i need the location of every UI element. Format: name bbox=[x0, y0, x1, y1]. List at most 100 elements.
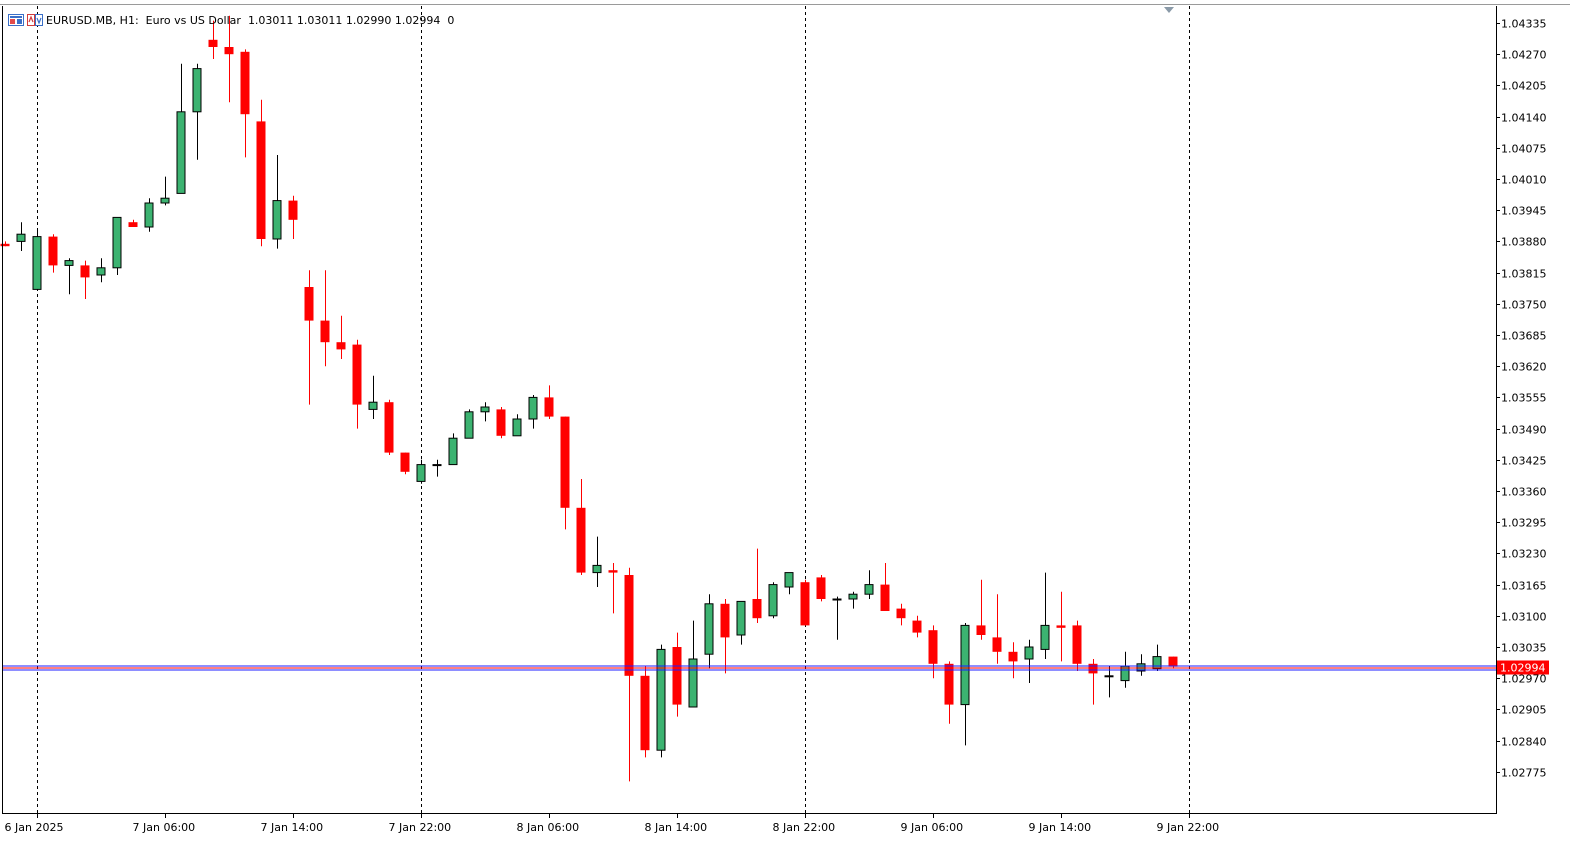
bullish-candle bbox=[96, 258, 106, 283]
bearish-candle bbox=[672, 632, 682, 717]
bearish-candle bbox=[496, 407, 506, 439]
candle-body bbox=[944, 663, 954, 705]
candle-body bbox=[864, 584, 874, 595]
bullish-candle bbox=[448, 433, 458, 466]
candle-body bbox=[832, 598, 842, 601]
candle-body bbox=[128, 222, 138, 227]
bearish-candle bbox=[1072, 620, 1082, 671]
price-axis[interactable]: 1.04335 1.04270 1.04205 1.04140 1.04075 1.040… bbox=[1496, 18, 1549, 780]
symbol-description: Euro vs US Dollar bbox=[145, 13, 241, 27]
bullish-candle bbox=[112, 216, 122, 275]
candle-body bbox=[608, 570, 618, 573]
volume-value: 0 bbox=[447, 13, 455, 27]
candle-body bbox=[1008, 651, 1018, 662]
price-tick-label: 1.03035 bbox=[1501, 642, 1547, 655]
price-tick-label: 1.03945 bbox=[1501, 205, 1547, 218]
candle-body bbox=[1024, 646, 1034, 660]
bearish-candle bbox=[912, 615, 922, 638]
bullish-candle bbox=[736, 600, 746, 645]
price-tick-label: 1.02775 bbox=[1501, 767, 1547, 780]
price-tick-label: 1.03555 bbox=[1501, 392, 1547, 405]
candle-body bbox=[560, 416, 570, 508]
candle-body bbox=[880, 584, 890, 611]
candle-body bbox=[416, 464, 426, 482]
bearish-candle bbox=[816, 575, 826, 602]
candle-body bbox=[96, 267, 106, 276]
candle-body bbox=[624, 575, 634, 676]
bearish-candle bbox=[976, 579, 986, 640]
bullish-candle bbox=[768, 582, 778, 619]
candle-body bbox=[752, 599, 762, 619]
bearish-candle bbox=[80, 260, 90, 299]
price-tick-label: 1.02970 bbox=[1501, 673, 1547, 686]
bearish-candle bbox=[800, 579, 810, 626]
price-tick-label: 1.04075 bbox=[1501, 143, 1547, 156]
candle-body bbox=[736, 600, 746, 636]
symbol-label: EURUSD.MB, H1: bbox=[46, 13, 139, 27]
day-separators bbox=[37, 6, 1190, 813]
chart-shift-marker[interactable] bbox=[1164, 7, 1174, 13]
bearish-candle bbox=[1056, 591, 1066, 662]
candle-body bbox=[768, 584, 778, 617]
bullish-candle bbox=[960, 623, 970, 746]
candle-body bbox=[16, 233, 26, 242]
candle-body bbox=[192, 68, 202, 113]
candle-body bbox=[576, 507, 586, 573]
bearish-candle bbox=[576, 479, 586, 575]
bearish-candle bbox=[48, 234, 58, 273]
bullish-candle bbox=[368, 375, 378, 419]
price-tick-label: 1.03490 bbox=[1501, 424, 1547, 437]
bullish-candle bbox=[688, 620, 698, 708]
candle-body bbox=[496, 409, 506, 436]
price-tick-label: 1.02905 bbox=[1501, 704, 1547, 717]
bearish-candle bbox=[752, 548, 762, 623]
bearish-candle bbox=[896, 603, 906, 626]
price-tick-label: 1.03165 bbox=[1501, 580, 1547, 593]
window-top-border bbox=[0, 0, 1570, 5]
bullish-candle bbox=[272, 155, 282, 249]
bullish-candle bbox=[848, 591, 858, 609]
bullish-candle bbox=[176, 63, 186, 194]
candle-body bbox=[640, 675, 650, 751]
chart-window-icon[interactable] bbox=[8, 14, 24, 26]
bullish-candle bbox=[16, 222, 26, 251]
candle-body bbox=[816, 577, 826, 599]
bullish-candle bbox=[704, 594, 714, 669]
time-tick-label: 9 Jan 14:00 bbox=[1029, 821, 1092, 834]
chart-shift-triangle-icon[interactable] bbox=[1164, 7, 1174, 13]
bearish-candle bbox=[624, 567, 634, 782]
candle-body bbox=[208, 39, 218, 47]
bearish-candle bbox=[640, 666, 650, 758]
price-tick-label: 1.03750 bbox=[1501, 299, 1547, 312]
bearish-candle bbox=[944, 661, 954, 724]
candle-body bbox=[928, 630, 938, 664]
bearish-candle bbox=[1088, 659, 1098, 705]
bearish-candle bbox=[1008, 642, 1018, 679]
bearish-candle bbox=[720, 599, 730, 674]
candle-body bbox=[912, 620, 922, 633]
candle-body bbox=[48, 236, 58, 266]
bearish-candle bbox=[544, 385, 554, 419]
time-axis[interactable]: 6 Jan 2025 7 Jan 06:00 7 Jan 14:00 7 Jan 22… bbox=[5, 813, 1220, 834]
one-click-trading-icon[interactable] bbox=[27, 14, 43, 26]
candle-body bbox=[240, 51, 250, 115]
price-tick-label: 1.03295 bbox=[1501, 517, 1547, 530]
candle-body bbox=[320, 320, 330, 343]
chart-frame bbox=[2, 6, 1497, 814]
current-price-label-text: 1.02994 bbox=[1500, 662, 1546, 675]
candle-body bbox=[848, 593, 858, 600]
price-tick-label: 1.02840 bbox=[1501, 736, 1547, 749]
candle-body bbox=[704, 603, 714, 655]
candle-body bbox=[896, 608, 906, 619]
candle-body bbox=[448, 437, 458, 466]
candle-body bbox=[592, 564, 602, 574]
bullish-candle bbox=[64, 258, 74, 295]
bearish-candle bbox=[1168, 656, 1178, 669]
time-tick-label: 8 Jan 22:00 bbox=[773, 821, 836, 834]
candle-body bbox=[256, 121, 266, 239]
price-tick-label: 1.03360 bbox=[1501, 486, 1547, 499]
price-tick-label: 1.03620 bbox=[1501, 361, 1547, 374]
bearish-candle bbox=[256, 99, 266, 247]
